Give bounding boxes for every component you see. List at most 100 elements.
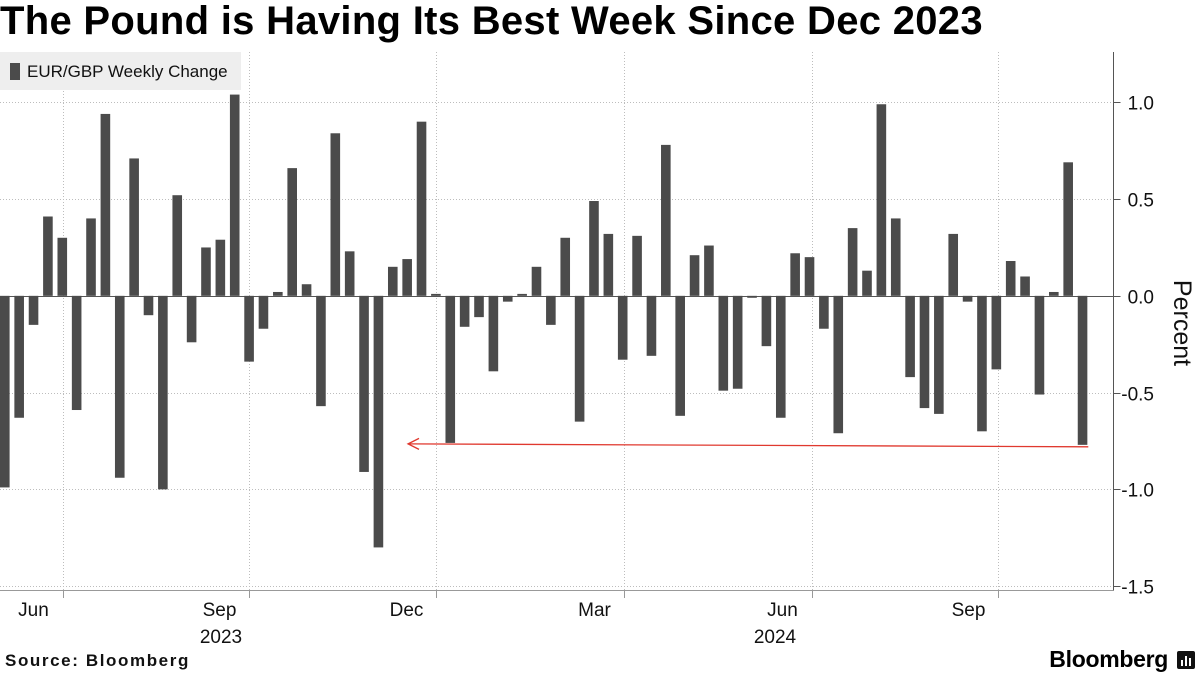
bar [574, 295, 585, 422]
x-axis-years: 2023 2024 [200, 627, 797, 648]
bar [244, 295, 254, 362]
bar [387, 266, 398, 296]
bar [43, 216, 53, 296]
x-year-label: 2024 [754, 627, 797, 648]
bars [0, 94, 1088, 548]
bar [890, 218, 901, 296]
bar [517, 293, 527, 296]
bar [546, 295, 556, 325]
vertical-gridlines [63, 52, 999, 590]
bar [646, 295, 657, 356]
bar [718, 295, 729, 391]
x-tick-label: Sep [203, 600, 237, 621]
legend-label: EUR/GBP Weekly Change [27, 62, 228, 81]
logo-icon-bar [1185, 656, 1187, 666]
bar [632, 235, 642, 296]
bar [57, 237, 68, 296]
bar [589, 201, 599, 296]
bar [876, 104, 887, 296]
bar [502, 295, 513, 302]
bar [1034, 295, 1045, 395]
legend-background [0, 52, 241, 90]
bar [1005, 261, 1016, 296]
bar [661, 144, 671, 296]
x-tick-label: Jun [767, 600, 798, 621]
bar [301, 284, 312, 296]
y-tick-label: 1.0 [1128, 94, 1154, 115]
bar [114, 295, 125, 478]
arrow-shaft [408, 443, 1089, 448]
y-tick-label: -1.0 [1121, 481, 1154, 502]
bar [316, 295, 326, 407]
comparison-arrow [406, 437, 1089, 450]
bar [143, 295, 154, 316]
y-tick-label: -1.5 [1121, 578, 1154, 599]
y-tick-label: 0.0 [1128, 288, 1154, 309]
bar [344, 251, 355, 296]
bar [373, 295, 384, 548]
bar [445, 295, 456, 443]
x-year-label: 2023 [200, 627, 242, 648]
bar [359, 295, 369, 472]
bloomberg-logo-icon [1177, 651, 1195, 669]
bar [675, 295, 685, 416]
bar [287, 168, 297, 296]
bar [962, 295, 973, 302]
x-tick-label: Jun [18, 600, 49, 621]
bar [459, 295, 470, 327]
bar [905, 295, 915, 378]
bar [819, 295, 829, 329]
y-tick-label: 0.5 [1128, 191, 1154, 212]
bar [172, 195, 183, 296]
bar [416, 121, 427, 296]
bar [977, 295, 987, 432]
bar [201, 247, 211, 296]
bar [129, 158, 139, 296]
bar [330, 133, 341, 296]
bar [1049, 291, 1059, 296]
bar [488, 295, 499, 372]
source-note: Source: Bloomberg [5, 651, 190, 670]
y-axis-title: Percent [1168, 280, 1196, 366]
axes: 1.0 0.5 0.0 -0.5 -1.0 -1.5 Jun Sep Dec Mar Jun Sep… [0, 52, 1196, 648]
bar [747, 295, 757, 298]
bar [833, 295, 844, 434]
bar [273, 291, 283, 296]
bar [732, 295, 743, 389]
bar [847, 228, 858, 296]
bar [229, 94, 240, 296]
bar [689, 255, 700, 296]
bar [804, 257, 815, 296]
bar [402, 259, 412, 296]
bar [948, 233, 959, 296]
bar [531, 266, 542, 296]
x-axis-ticks: Jun Sep Dec Mar Jun Sep [18, 590, 999, 621]
bar [258, 295, 269, 329]
bar [28, 295, 39, 325]
y-axis-ticks: 1.0 0.5 0.0 -0.5 -1.0 -1.5 [1113, 94, 1154, 599]
bar [603, 233, 614, 296]
bar [761, 295, 772, 347]
arrow-head [406, 437, 420, 450]
chart-title: The Pound is Having Its Best Week Since … [0, 0, 983, 43]
bar [71, 295, 82, 411]
bar [158, 295, 168, 490]
bar [862, 270, 872, 296]
bar [991, 295, 1002, 370]
bar [186, 295, 197, 343]
bar [1020, 276, 1030, 296]
bar [474, 295, 484, 318]
bar [790, 253, 800, 296]
y-tick-label: -0.5 [1121, 385, 1154, 406]
logo-icon-bar [1181, 660, 1183, 666]
bar [617, 295, 628, 360]
bar [919, 295, 930, 409]
bar [1063, 162, 1073, 296]
bar [0, 295, 10, 488]
bar [775, 295, 786, 418]
bar [100, 113, 111, 296]
legend: EUR/GBP Weekly Change [0, 52, 241, 90]
bar [560, 237, 571, 296]
